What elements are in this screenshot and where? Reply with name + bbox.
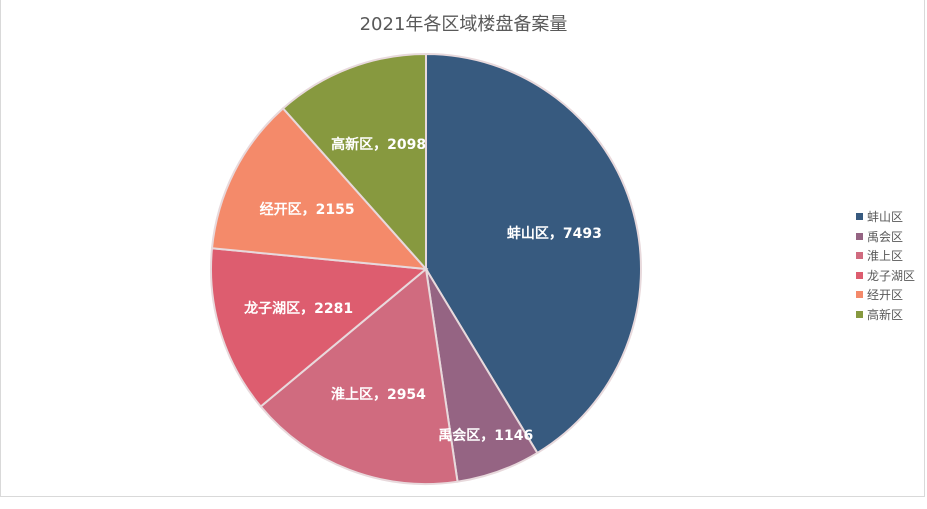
legend-swatch <box>856 232 863 240</box>
pie-slice <box>210 247 429 408</box>
legend: 蚌山区 禹会区 淮上区 龙子湖区 经开区 高新区 <box>856 207 915 324</box>
legend-swatch <box>856 271 863 279</box>
pie-slice <box>281 52 427 272</box>
legend-item: 经开区 <box>856 285 915 305</box>
legend-swatch <box>856 252 863 260</box>
legend-swatch <box>856 291 863 299</box>
chart-title: 2021年各区域楼盘备案量 <box>359 14 568 35</box>
slice-label: 禹会区，1146 <box>438 427 534 444</box>
legend-item: 禹会区 <box>856 227 915 247</box>
legend-item: 淮上区 <box>856 246 915 266</box>
pie-slice <box>425 52 642 455</box>
legend-swatch <box>856 213 863 221</box>
slice-label: 龙子湖区，2281 <box>244 301 354 318</box>
legend-item: 高新区 <box>856 305 915 325</box>
legend-swatch <box>856 310 863 318</box>
slice-label: 淮上区，2954 <box>330 386 426 403</box>
pie-slice <box>210 106 429 271</box>
pie-slice <box>259 267 459 485</box>
chart-frame <box>0 0 925 497</box>
slice-label: 高新区，2098 <box>331 137 427 154</box>
legend-item: 蚌山区 <box>856 207 915 227</box>
slice-label: 蚌山区，7493 <box>506 226 602 243</box>
legend-item: 龙子湖区 <box>856 266 915 286</box>
slice-label: 经开区，2155 <box>259 201 355 218</box>
